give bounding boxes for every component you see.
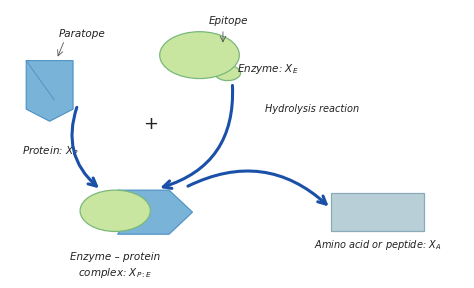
Text: Epitope: Epitope [209,16,248,26]
Text: Amino acid or peptide: $X_A$: Amino acid or peptide: $X_A$ [314,238,441,252]
Text: +: + [143,115,158,133]
Polygon shape [26,61,73,121]
Ellipse shape [215,65,240,81]
Text: Hydrolysis reaction: Hydrolysis reaction [265,104,359,114]
Ellipse shape [197,54,230,73]
Text: Enzyme – protein
complex: $X_{P:E}$: Enzyme – protein complex: $X_{P:E}$ [70,252,160,280]
Circle shape [160,32,239,79]
Text: Enzyme: $X_E$: Enzyme: $X_E$ [237,62,299,76]
Text: Paratope: Paratope [59,29,106,39]
Circle shape [80,190,150,232]
Text: Protein: $X_P$: Protein: $X_P$ [21,145,79,158]
FancyBboxPatch shape [331,193,424,232]
Polygon shape [118,190,192,234]
